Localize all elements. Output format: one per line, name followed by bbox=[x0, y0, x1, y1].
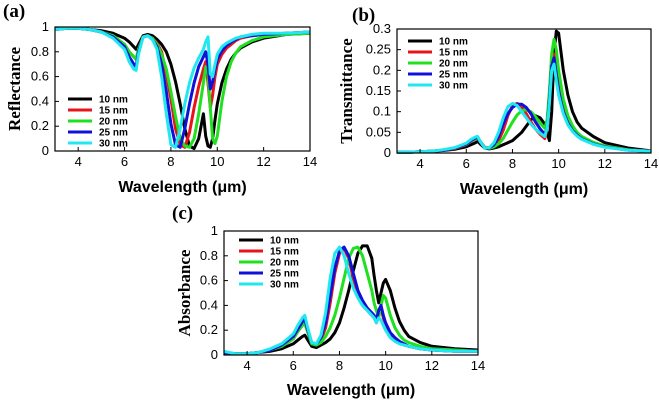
x-tick-label: 6 bbox=[121, 154, 128, 169]
legend-label: 25 nm bbox=[99, 128, 128, 139]
series-line-30-nm bbox=[55, 26, 310, 149]
y-tick-label: 0.1 bbox=[373, 104, 391, 119]
panel-label: (a) bbox=[3, 1, 25, 22]
x-tick-label: 14 bbox=[644, 156, 658, 171]
series-line-15-nm bbox=[55, 26, 310, 149]
legend-label: 10 nm bbox=[99, 95, 128, 106]
x-axis-label: Wavelength (μm) bbox=[118, 179, 246, 196]
series-line-30-nm bbox=[397, 62, 651, 154]
y-tick-label: 0.05 bbox=[366, 124, 391, 139]
series-line-20-nm bbox=[397, 37, 651, 154]
x-tick-label: 10 bbox=[210, 154, 224, 169]
panel-c-absorbance: 4 6 8 10 12 14 0 0.2 0.4 0.6 0.8 1 Wavelength (μm) Ab… bbox=[172, 203, 485, 399]
y-axis-label: Reflectance bbox=[5, 47, 24, 131]
x-axis-label: Wavelength (μm) bbox=[287, 382, 415, 399]
y-axis-label: Transmittance bbox=[337, 38, 356, 144]
y-axis-label: Absorbance bbox=[175, 249, 194, 336]
x-tick-label: 12 bbox=[256, 154, 270, 169]
y-tick-label: 0.3 bbox=[373, 21, 391, 36]
y-tick-label: 0.2 bbox=[200, 322, 218, 337]
legend-label: 30 nm bbox=[99, 139, 128, 150]
y-tick-label: 0.4 bbox=[200, 297, 218, 312]
plot-frame bbox=[223, 230, 479, 356]
y-tick-label: 0.2 bbox=[373, 62, 391, 77]
y-tick-label: 0 bbox=[384, 145, 391, 160]
y-tick-label: 1 bbox=[211, 223, 218, 238]
series-group bbox=[224, 244, 478, 356]
series-group bbox=[55, 26, 310, 150]
panel-b-transmittance: 4 6 8 10 12 14 0 0.05 0.1 0.15 0.2 0.25 0.3 Wavelengt… bbox=[337, 5, 658, 198]
series-line-10-nm bbox=[55, 26, 310, 150]
series-line-25-nm bbox=[55, 26, 310, 149]
x-tick-label: 4 bbox=[416, 156, 423, 171]
panel-label: (c) bbox=[172, 203, 193, 224]
x-tick-label: 6 bbox=[463, 156, 470, 171]
y-tick-label: 0 bbox=[211, 347, 218, 362]
legend-label: 15 nm bbox=[99, 106, 128, 117]
legend-label: 15 nm bbox=[270, 247, 299, 258]
y-tick-label: 0.6 bbox=[31, 69, 49, 84]
plot-frame bbox=[54, 26, 311, 152]
legend-label: 20 nm bbox=[439, 59, 468, 70]
legend-label: 25 nm bbox=[270, 269, 299, 280]
x-tick-label: 8 bbox=[509, 156, 516, 171]
legend-label: 10 nm bbox=[270, 236, 299, 247]
legend-label: 25 nm bbox=[439, 70, 468, 81]
plot-frame bbox=[396, 28, 652, 154]
y-tick-label: 0.8 bbox=[200, 248, 218, 263]
legend-label: 30 nm bbox=[270, 280, 299, 291]
x-tick-label: 10 bbox=[551, 156, 565, 171]
legend-label: 30 nm bbox=[439, 81, 468, 92]
y-tick-label: 0.15 bbox=[366, 83, 391, 98]
series-group bbox=[397, 29, 651, 154]
x-tick-label: 4 bbox=[243, 358, 250, 373]
x-tick-label: 6 bbox=[290, 358, 297, 373]
x-tick-label: 8 bbox=[167, 154, 174, 169]
panel-a-reflectance: 4 6 8 10 12 14 0 0.2 0.4 0.6 0.8 1 Wavelength (μm) Re… bbox=[3, 1, 317, 196]
series-line-20-nm bbox=[55, 26, 310, 149]
x-tick-label: 14 bbox=[303, 154, 317, 169]
x-tick-label: 4 bbox=[75, 154, 82, 169]
y-tick-label: 0.2 bbox=[31, 118, 49, 133]
y-tick-label: 0.8 bbox=[31, 44, 49, 59]
y-tick-label: 0 bbox=[42, 143, 49, 158]
x-tick-label: 14 bbox=[471, 358, 485, 373]
x-tick-label: 8 bbox=[336, 358, 343, 373]
legend-label: 20 nm bbox=[99, 117, 128, 128]
x-tick-label: 12 bbox=[425, 358, 439, 373]
x-axis-label: Wavelength (μm) bbox=[460, 181, 588, 198]
legend-label: 15 nm bbox=[439, 48, 468, 59]
series-line-15-nm bbox=[397, 52, 651, 154]
series-line-30-nm bbox=[224, 245, 478, 356]
x-tick-label: 10 bbox=[378, 358, 392, 373]
y-tick-label: 1 bbox=[42, 19, 49, 34]
legend-label: 10 nm bbox=[439, 37, 468, 48]
legend-label: 20 nm bbox=[270, 258, 299, 269]
series-line-25-nm bbox=[397, 56, 651, 154]
y-tick-label: 0.25 bbox=[366, 42, 391, 57]
y-tick-label: 0.6 bbox=[200, 273, 218, 288]
y-tick-label: 0.4 bbox=[31, 93, 49, 108]
panel-label: (b) bbox=[352, 5, 375, 26]
x-tick-label: 12 bbox=[598, 156, 612, 171]
series-line-10-nm bbox=[397, 29, 651, 154]
